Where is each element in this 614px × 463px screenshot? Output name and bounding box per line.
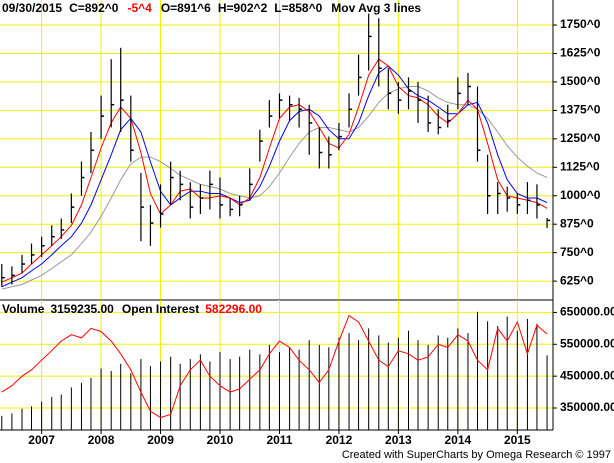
- moving-average: [1, 86, 548, 290]
- moving-average: [1, 65, 548, 288]
- moving-average: [1, 58, 548, 283]
- high: H=902^2: [218, 1, 268, 15]
- x-tick-label: 2007: [28, 433, 55, 447]
- date: 09/30/2015: [2, 1, 62, 15]
- y-tick-label: 650000.00: [560, 305, 614, 319]
- volume-header: Volume 3159235.00 Open Interest 582296.00: [2, 302, 262, 316]
- x-tick-label: 2012: [326, 433, 353, 447]
- x-tick-label: 2009: [147, 433, 174, 447]
- oi-label: Open Interest: [122, 302, 199, 316]
- x-tick-label: 2014: [445, 433, 472, 447]
- volume-value: 3159235.00: [50, 302, 114, 316]
- open-interest-line: [1, 314, 548, 419]
- footer: Created with SuperCharts by Omega Resear…: [342, 449, 611, 461]
- change: -5^4: [127, 1, 152, 15]
- y-tick-label: 625^0: [560, 273, 594, 287]
- y-tick-label: 550000.00: [560, 336, 614, 350]
- y-tick-label: 1500^0: [560, 74, 601, 88]
- plot-layer: 1750^0 1625^0 1500^0 1375^0 1250^0 1125^0 1000…: [0, 0, 614, 447]
- study-name: Mov Avg 3 lines: [331, 1, 421, 15]
- y-tick-label: 350000.00: [560, 400, 614, 414]
- y-tick-label: 450000.00: [560, 368, 614, 382]
- volume-label: Volume: [2, 302, 45, 316]
- x-tick-label: 2011: [266, 433, 292, 447]
- x-tick-label: 2010: [207, 433, 234, 447]
- y-tick-label: 1375^0: [560, 103, 601, 117]
- y-tick-label: 1250^0: [560, 131, 601, 145]
- open: O=891^6: [161, 1, 211, 15]
- low: L=858^0: [274, 1, 322, 15]
- y-tick-label: 1125^0: [560, 159, 600, 173]
- close: C=892^0: [69, 1, 119, 15]
- y-tick-label: 750^0: [560, 245, 594, 259]
- x-tick-label: 2015: [504, 433, 531, 447]
- quote-header: 09/30/2015 C=892^0 -5^4 O=891^6 H=902^2 L=858…: [2, 1, 421, 15]
- y-tick-label: 1625^0: [560, 46, 601, 60]
- x-tick-label: 2008: [88, 433, 115, 447]
- y-tick-label: 1750^0: [560, 17, 601, 31]
- oi-value: 582296.00: [205, 302, 262, 316]
- y-tick-label: 875^0: [560, 216, 594, 230]
- x-tick-label: 2013: [385, 433, 412, 447]
- y-tick-label: 1000^0: [560, 188, 601, 202]
